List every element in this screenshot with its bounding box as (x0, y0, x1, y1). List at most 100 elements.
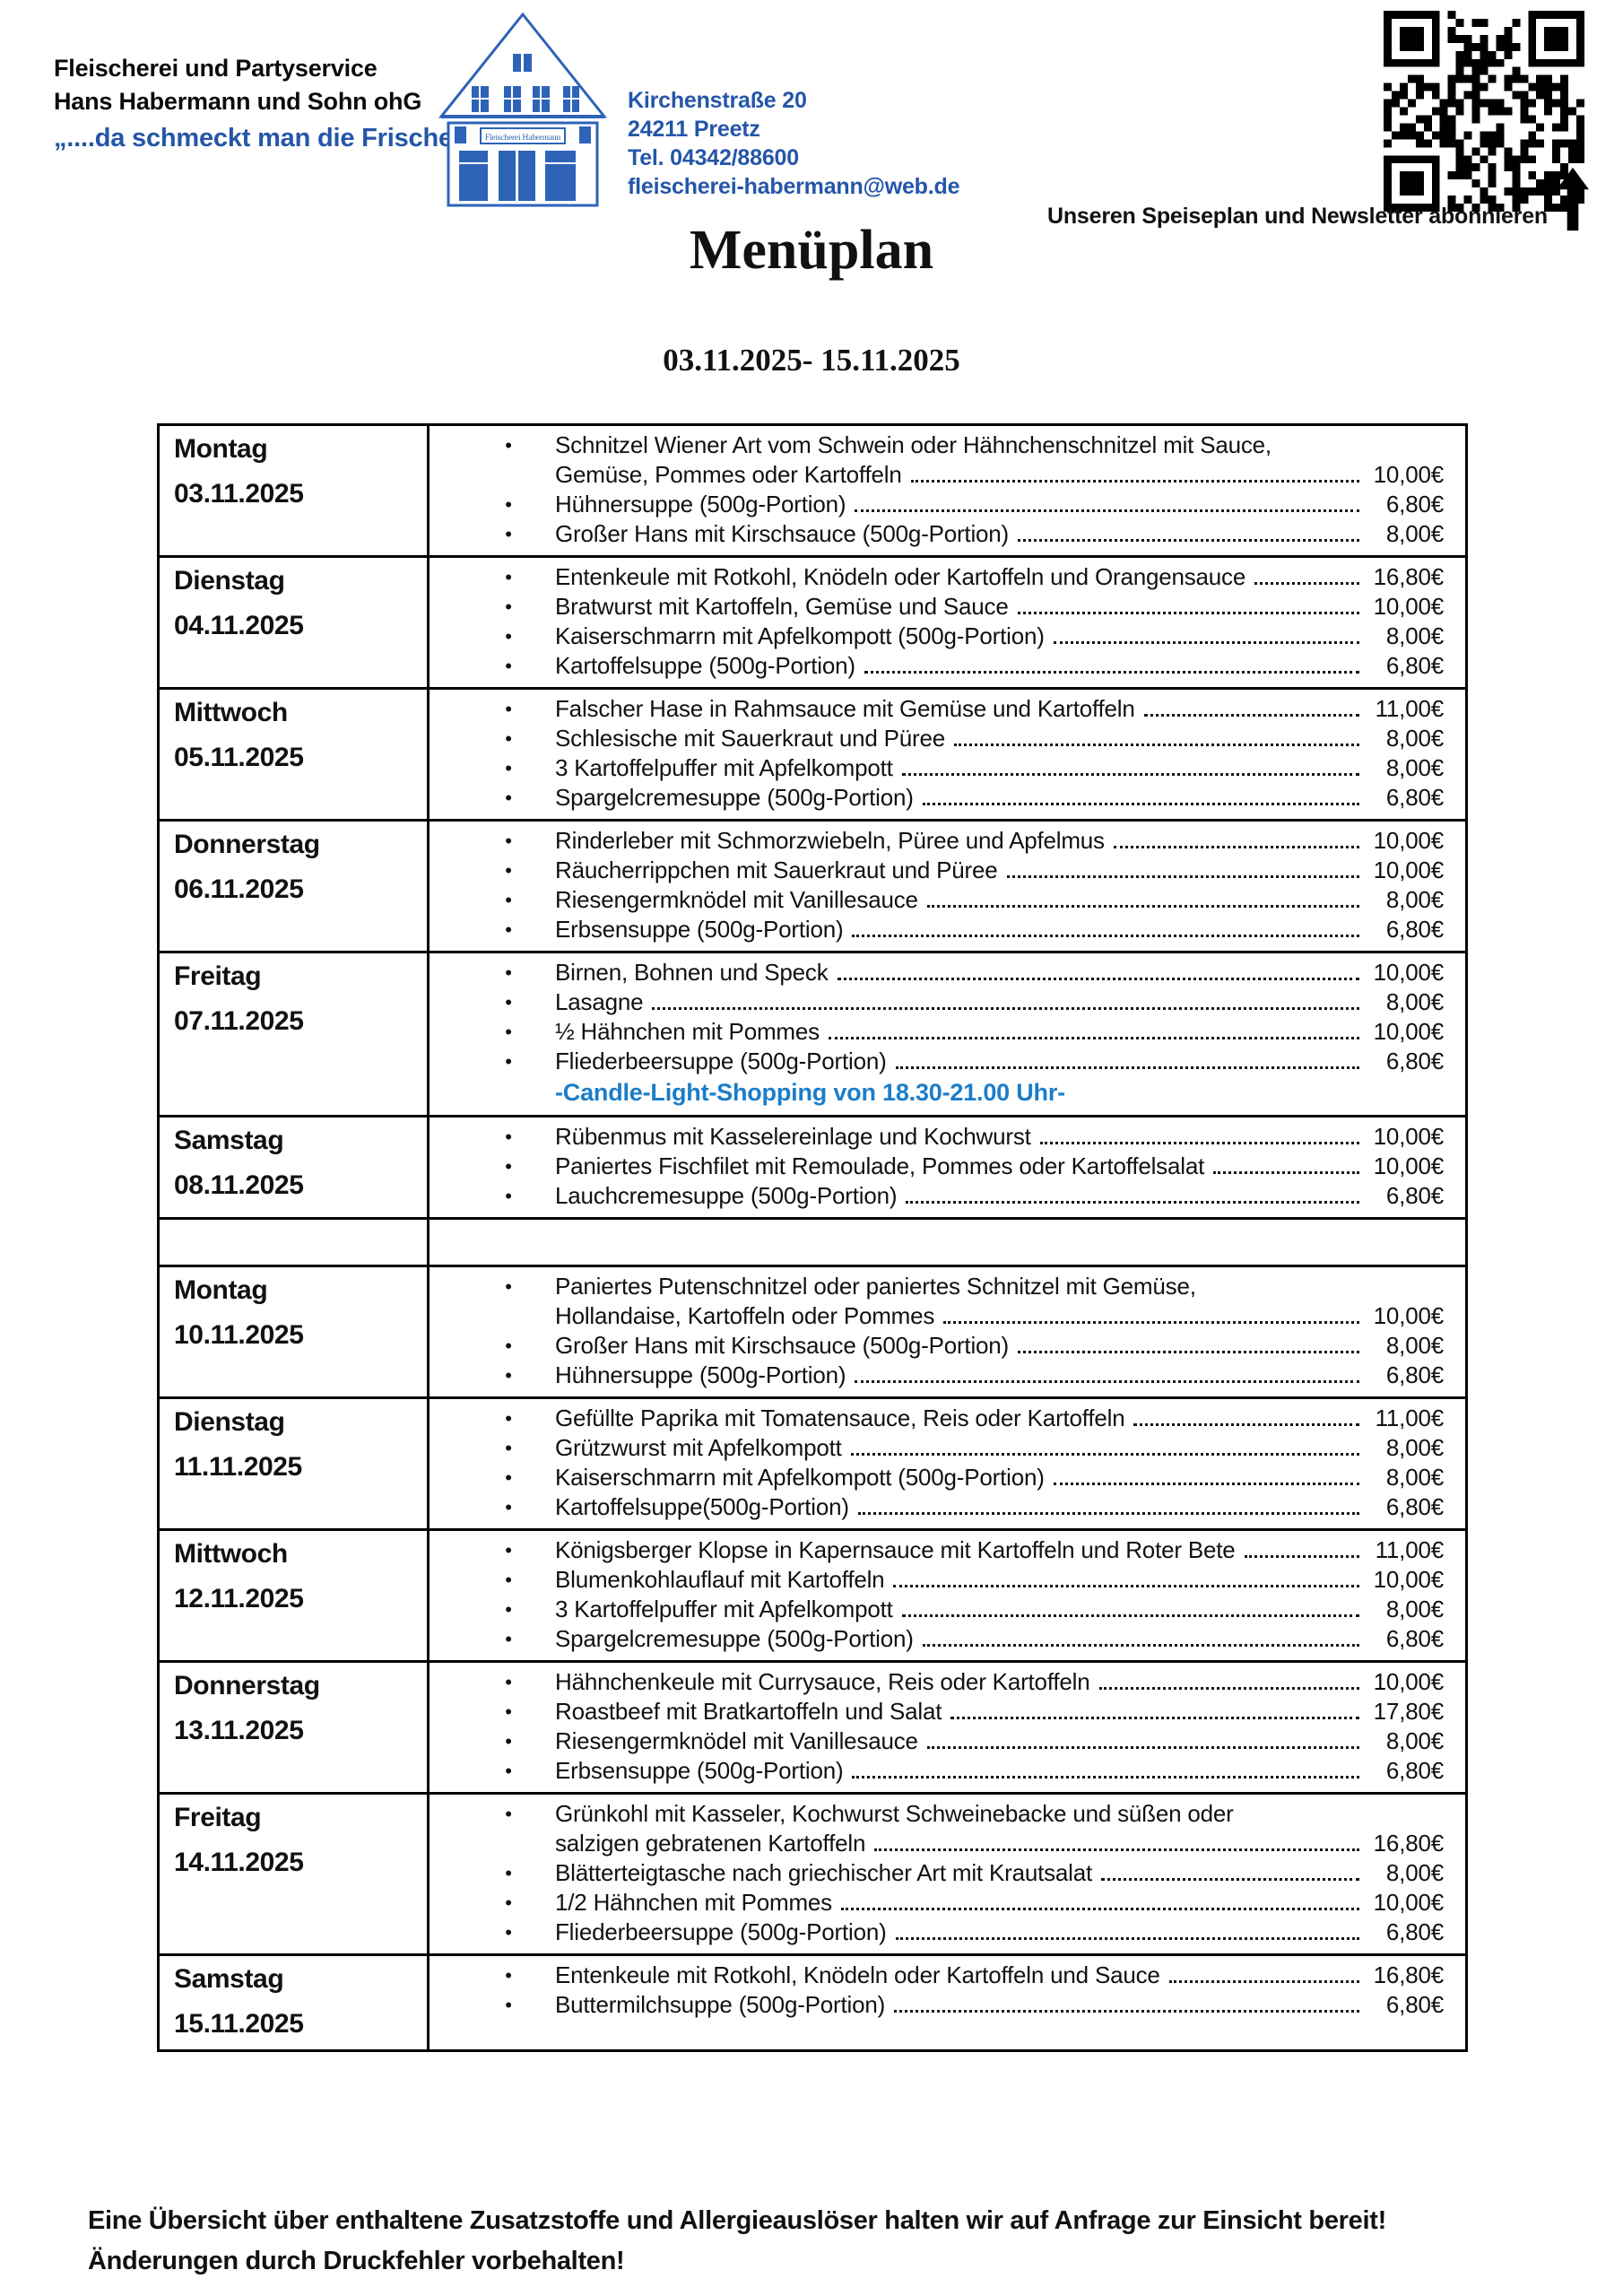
item-price: 10,00€ (1373, 593, 1445, 620)
item-price: 8,00€ (1385, 520, 1444, 547)
day-name: Mittwoch (174, 698, 288, 727)
dot-leader (1053, 1483, 1359, 1485)
bullet-icon: • (505, 434, 512, 457)
menu-item-line: • Hollandaise, Kartoffeln oder Pommes 10… (430, 1301, 1444, 1331)
item-price: 10,00€ (1373, 1018, 1445, 1045)
item-price: 8,00€ (1385, 1434, 1444, 1461)
item-price: 10,00€ (1373, 857, 1445, 883)
footer-allergy-note: Eine Übersicht über enthaltene Zusatzsto… (88, 2206, 1386, 2235)
dot-leader (874, 1848, 1359, 1851)
item-price: 10,00€ (1373, 1302, 1445, 1329)
bullet-icon: • (505, 493, 512, 516)
bullet-icon: • (505, 727, 512, 750)
bullet-icon: • (505, 757, 512, 779)
menu-item-line: • Hühnersuppe (500g-Portion) 6,80€ (430, 490, 1444, 519)
dot-leader (901, 1614, 1359, 1617)
dot-leader (1053, 641, 1359, 644)
bullet-icon: • (505, 1730, 512, 1752)
address-phone: Tel. 04342/88600 (628, 145, 799, 170)
dot-leader (837, 978, 1359, 980)
bullet-icon: • (505, 523, 512, 545)
menu-item-line: • Spargelcremesuppe (500g-Portion) 6,80€ (430, 783, 1444, 813)
menu-cell: • Falscher Hase in Rahmsauce mit Gemüse … (430, 690, 1465, 819)
dot-leader (1101, 1878, 1359, 1881)
menu-item-line: • Kartoffelsuppe(500g-Portion) 6,80€ (430, 1492, 1444, 1522)
item-price: 6,80€ (1385, 1493, 1444, 1520)
item-text: ½ Hähnchen mit Pommes (555, 1018, 820, 1045)
item-text: Birnen, Bohnen und Speck (555, 959, 829, 986)
menu-cell: • Entenkeule mit Rotkohl, Knödeln oder K… (430, 558, 1465, 687)
item-price: 11,00€ (1375, 1536, 1445, 1563)
item-text: Königsberger Klopse in Kapernsauce mit K… (555, 1536, 1236, 1563)
bullet-icon: • (505, 1364, 512, 1387)
bullet-icon: • (505, 1671, 512, 1693)
bullet-icon: • (505, 991, 512, 1013)
menu-cell: • Entenkeule mit Rotkohl, Knödeln oder K… (430, 1956, 1465, 2049)
item-price: 6,80€ (1385, 652, 1444, 679)
bullet-icon: • (505, 655, 512, 677)
address-block: Kirchenstraße 20 24211 Preetz Tel. 04342… (628, 86, 959, 201)
item-price: 11,00€ (1375, 1405, 1445, 1431)
day-cell (160, 1220, 430, 1265)
company-block: Fleischerei und Partyservice Hans Haberm… (54, 52, 487, 155)
menu-cell: • Schnitzel Wiener Art vom Schwein oder … (430, 426, 1465, 555)
item-text: Roastbeef mit Bratkartoffeln und Salat (555, 1698, 942, 1725)
company-tagline: „....da schmeckt man die Frische...“ (54, 124, 487, 152)
menu-table-row: Dienstag 04.11.2025 • Entenkeule mit Rot… (160, 555, 1465, 687)
dot-leader (841, 1908, 1359, 1910)
dot-leader (901, 773, 1359, 776)
item-text: Entenkeule mit Rotkohl, Knödeln oder Kar… (555, 563, 1246, 590)
bullet-icon: • (505, 1628, 512, 1650)
menu-item-line: • Paniertes Fischfilet mit Remoulade, Po… (430, 1152, 1444, 1181)
dot-leader (1244, 1555, 1359, 1558)
dot-leader (926, 1746, 1359, 1749)
menu-item-line: • Hähnchenkeule mit Currysauce, Reis ode… (430, 1667, 1444, 1697)
menu-table-row: Freitag 14.11.2025 • Grünkohl mit Kassel… (160, 1792, 1465, 1953)
item-price: 8,00€ (1385, 1596, 1444, 1622)
item-price: 11,00€ (1375, 695, 1445, 722)
item-text: Kartoffelsuppe (500g-Portion) (555, 652, 855, 679)
item-price: 10,00€ (1373, 959, 1445, 986)
bullet-icon: • (505, 1803, 512, 1825)
menu-item-line: • Spargelcremesuppe (500g-Portion) 6,80€ (430, 1624, 1444, 1654)
bullet-icon: • (505, 1964, 512, 1987)
item-price: 16,80€ (1373, 1830, 1445, 1857)
item-text: Buttermilchsuppe (500g-Portion) (555, 1991, 886, 2018)
menu-item-line: • Rinderleber mit Schmorzwiebeln, Püree … (430, 826, 1444, 856)
dot-leader (950, 1717, 1359, 1719)
item-price: 8,00€ (1385, 886, 1444, 913)
address-city: 24211 Preetz (628, 117, 760, 142)
day-date: 05.11.2025 (174, 743, 304, 772)
item-price: 6,80€ (1385, 1625, 1444, 1652)
item-text: Gefüllte Paprika mit Tomatensauce, Reis … (555, 1405, 1125, 1431)
bullet-icon: • (505, 1569, 512, 1591)
item-price: 6,80€ (1385, 491, 1444, 517)
menu-item-line: • Fliederbeersuppe (500g-Portion) 6,80€ (430, 1918, 1444, 1947)
house-logo: Fleischerei Habermann (438, 12, 608, 207)
item-text: Rübenmus mit Kasselereinlage und Kochwur… (555, 1123, 1031, 1150)
menu-table-row: Montag 10.11.2025 • Paniertes Putenschni… (160, 1265, 1465, 1396)
menu-item-line: • Birnen, Bohnen und Speck 10,00€ (430, 958, 1444, 987)
dot-leader (852, 935, 1359, 937)
item-text: Spargelcremesuppe (500g-Portion) (555, 784, 914, 811)
qr-caption: Unseren Speiseplan und Newsletter abonni… (1046, 204, 1548, 229)
bullet-icon: • (505, 961, 512, 984)
menu-item-line: • Kaiserschmarrn mit Apfelkompott (500g-… (430, 622, 1444, 651)
menu-item-line: • Buttermilchsuppe (500g-Portion) 6,80€ (430, 1990, 1444, 2020)
item-text: Falscher Hase in Rahmsauce mit Gemüse un… (555, 695, 1135, 722)
item-text: Paniertes Fischfilet mit Remoulade, Pomm… (555, 1152, 1205, 1179)
day-cell: Freitag 07.11.2025 (160, 953, 430, 1115)
item-price: 6,80€ (1385, 1361, 1444, 1388)
footer-block: Eine Übersicht über enthaltene Zusatzsto… (88, 2201, 1576, 2282)
candle-light-note: -Candle-Light-Shopping von 18.30-21.00 U… (555, 1079, 1065, 1106)
menu-item-line: • Gemüse, Pommes oder Kartoffeln 10,00€ (430, 460, 1444, 490)
day-name: Dienstag (174, 1407, 285, 1437)
bullet-icon: • (505, 1155, 512, 1178)
dot-leader (857, 1512, 1359, 1515)
item-text: salzigen gebratenen Kartoffeln (555, 1830, 866, 1857)
item-text: 3 Kartoffelpuffer mit Apfelkompott (555, 1596, 893, 1622)
day-name: Freitag (174, 1803, 262, 1832)
day-date: 03.11.2025 (174, 479, 304, 509)
day-cell: Dienstag 11.11.2025 (160, 1399, 430, 1528)
item-price: 6,80€ (1385, 916, 1444, 943)
